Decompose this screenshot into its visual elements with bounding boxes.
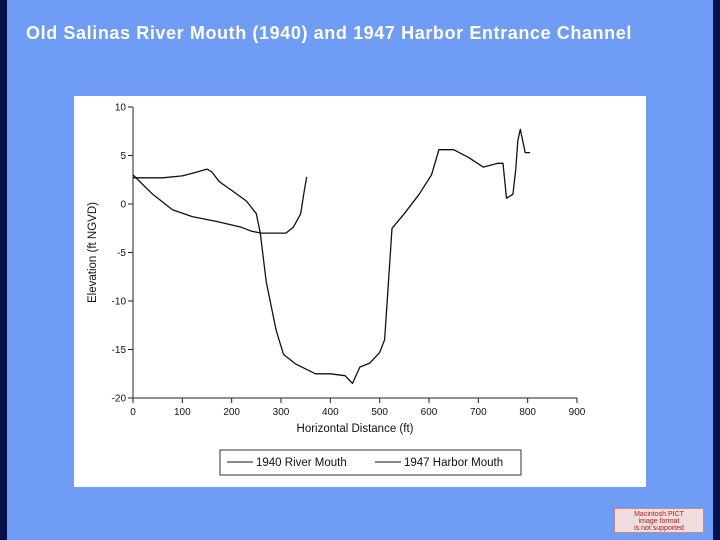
- legend-label-1947: 1947 Harbor Mouth: [404, 457, 503, 469]
- x-tick-label: 700: [470, 407, 487, 418]
- plot-frame: [132, 107, 577, 399]
- x-axis-ticks: 0 100 200 300 400 500 600 700 800 900: [130, 398, 586, 418]
- y-tick-label: -20: [112, 394, 127, 405]
- legend: 1940 River Mouth 1947 Harbor Mouth: [219, 449, 522, 476]
- y-tick-label: 10: [115, 103, 127, 114]
- x-tick-label: 300: [273, 407, 290, 418]
- y-tick-label: -10: [112, 297, 127, 308]
- x-tick-label: 400: [322, 407, 339, 418]
- unsupported-image-badge: Macintosh PICT image format is not suppo…: [614, 508, 704, 533]
- y-axis-title: Elevation (ft NGVD): [87, 202, 99, 303]
- chart-panel: 0 100 200 300 400 500 600 700 800 900 10 5 0 -5 -10 -1…: [74, 96, 646, 487]
- slide-right-edge: [713, 0, 720, 540]
- series-line-1947: [132, 174, 308, 234]
- series-layer: [132, 128, 531, 385]
- x-axis-title: Horizontal Distance (ft): [297, 423, 414, 435]
- y-tick-label: 0: [120, 200, 126, 211]
- elevation-profile-chart: 0 100 200 300 400 500 600 700 800 900 10 5 0 -5 -10 -1…: [87, 103, 586, 476]
- x-tick-label: 100: [174, 407, 191, 418]
- y-tick-label: 5: [120, 151, 126, 162]
- series-line-1940: [133, 128, 531, 385]
- y-tick-label: -15: [112, 345, 127, 356]
- slide-title: Old Salinas River Mouth (1940) and 1947 …: [26, 23, 632, 43]
- legend-label-1940: 1940 River Mouth: [256, 457, 347, 469]
- badge-line-3: is not supported: [634, 525, 684, 532]
- legend-box: [219, 449, 522, 476]
- slide-left-edge: [0, 0, 7, 540]
- x-tick-label: 0: [130, 407, 136, 418]
- x-tick-label: 200: [223, 407, 240, 418]
- badge-line-2: image format: [638, 518, 680, 525]
- x-tick-label: 900: [569, 407, 586, 418]
- y-axis-ticks: 10 5 0 -5 -10 -15 -20: [112, 103, 133, 405]
- x-tick-label: 600: [421, 407, 438, 418]
- badge-line-1: Macintosh PICT: [634, 511, 684, 518]
- y-tick-label: -5: [117, 248, 126, 259]
- x-tick-label: 500: [371, 407, 388, 418]
- x-tick-label: 800: [519, 407, 536, 418]
